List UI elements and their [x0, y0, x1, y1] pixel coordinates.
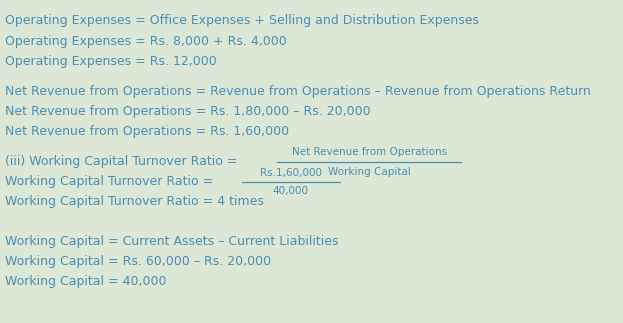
- Text: Working Capital: Working Capital: [328, 167, 411, 177]
- Text: Working Capital Turnover Ratio =: Working Capital Turnover Ratio =: [5, 175, 213, 188]
- Text: Working Capital = 40,000: Working Capital = 40,000: [5, 275, 166, 288]
- Text: 40,000: 40,000: [273, 186, 308, 196]
- Text: Working Capital = Current Assets – Current Liabilities: Working Capital = Current Assets – Curre…: [5, 235, 338, 248]
- Text: Operating Expenses = Rs. 8,000 + Rs. 4,000: Operating Expenses = Rs. 8,000 + Rs. 4,0…: [5, 35, 287, 47]
- Text: Net Revenue from Operations: Net Revenue from Operations: [292, 147, 447, 157]
- Text: (iii) Working Capital Turnover Ratio =: (iii) Working Capital Turnover Ratio =: [5, 155, 237, 168]
- Text: Rs.1,60,000: Rs.1,60,000: [260, 168, 321, 178]
- Text: Operating Expenses = Office Expenses + Selling and Distribution Expenses: Operating Expenses = Office Expenses + S…: [5, 15, 479, 27]
- Text: Operating Expenses = Rs. 12,000: Operating Expenses = Rs. 12,000: [5, 55, 217, 68]
- Text: Net Revenue from Operations = Rs. 1,80,000 – Rs. 20,000: Net Revenue from Operations = Rs. 1,80,0…: [5, 105, 371, 118]
- Text: Working Capital Turnover Ratio = 4 times: Working Capital Turnover Ratio = 4 times: [5, 195, 264, 208]
- Text: Net Revenue from Operations = Revenue from Operations – Revenue from Operations : Net Revenue from Operations = Revenue fr…: [5, 85, 591, 98]
- Text: Working Capital = Rs. 60,000 – Rs. 20,000: Working Capital = Rs. 60,000 – Rs. 20,00…: [5, 255, 271, 268]
- Text: Net Revenue from Operations = Rs. 1,60,000: Net Revenue from Operations = Rs. 1,60,0…: [5, 125, 289, 138]
